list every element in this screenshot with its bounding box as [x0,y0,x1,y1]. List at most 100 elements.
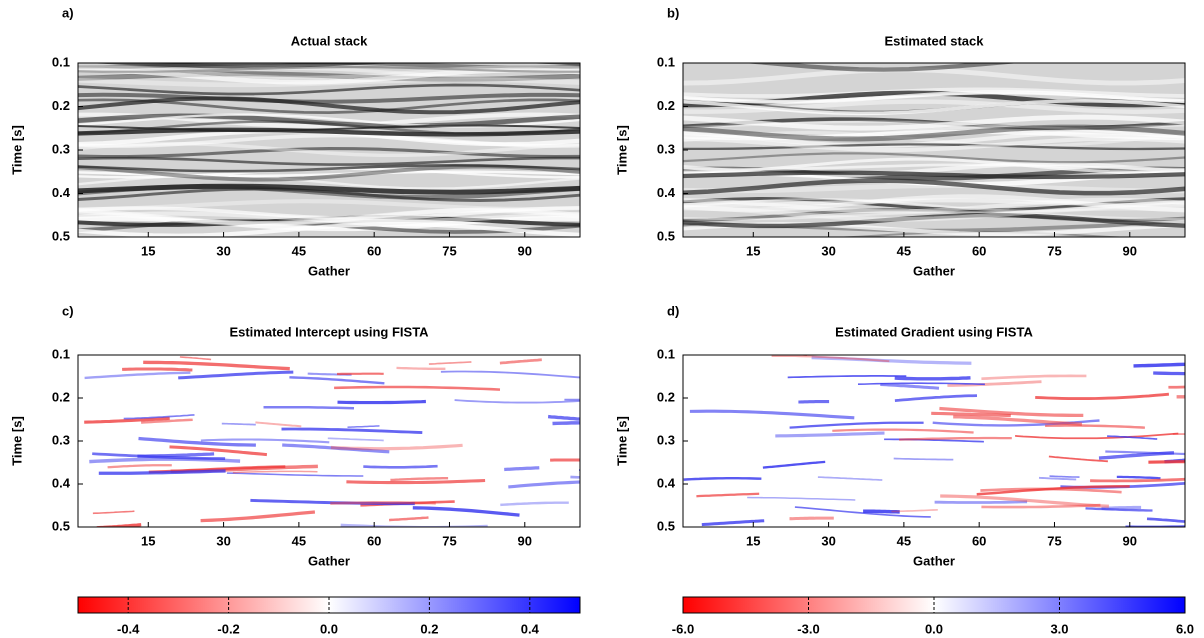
chart-title: Estimated stack [885,33,985,48]
texture [1153,371,1185,376]
texture [499,358,542,365]
x-tick-label: 30 [821,243,835,258]
texture [504,466,540,472]
texture [1038,476,1077,481]
x-tick-label: 90 [1123,243,1137,258]
x-tick-label: 90 [1123,533,1137,548]
texture [683,124,1185,142]
texture [747,496,856,501]
chart-title: Estimated Intercept using FISTA [229,324,429,339]
texture [1035,392,1170,401]
x-tick-label: 45 [292,243,306,258]
texture [281,427,423,435]
x-tick-label: 30 [216,533,230,548]
x-tick-label: 75 [442,533,456,548]
x-tick-label: 15 [746,533,760,548]
y-axis-label: Time [s] [614,416,629,466]
texture [169,445,268,457]
colorbar-tick-label: 6.0 [1176,621,1194,636]
texture [894,376,971,381]
texture [683,152,1185,164]
texture [500,501,569,507]
y-tick-label: 0.4 [657,185,676,200]
texture [508,480,580,489]
texture [78,211,580,224]
texture [743,63,1185,72]
texture [232,470,318,474]
image [683,63,1185,237]
x-tick-label: 90 [518,243,532,258]
texture [78,127,580,137]
x-axis-label: Gather [308,553,350,568]
colorbar-tick-label: 3.0 [1050,621,1068,636]
texture [178,370,294,380]
texture [696,492,760,498]
y-tick-label: 0.2 [657,98,675,113]
texture [939,406,1084,418]
texture [347,425,380,428]
texture [337,399,426,405]
x-axis-label: Gather [913,553,955,568]
texture [89,457,241,464]
y-tick-label: 0.5 [52,518,70,533]
texture [683,125,1185,139]
y-tick-label: 0.3 [657,141,675,156]
x-tick-label: 15 [141,243,155,258]
texture [771,355,890,363]
texture [857,382,985,386]
panel-label: d) [667,303,679,318]
texture [428,361,472,365]
texture [78,92,580,104]
x-tick-label: 60 [367,533,381,548]
x-tick-label: 90 [518,533,532,548]
texture [78,83,580,96]
texture [863,509,900,514]
texture [1116,475,1161,480]
texture [792,355,808,356]
image [78,63,580,237]
texture [811,355,972,365]
texture [1133,362,1185,368]
texture [255,421,302,428]
texture [981,374,1087,381]
x-axis-label: Gather [913,263,955,278]
texture [683,198,1185,207]
y-tick-label: 0.5 [52,228,70,243]
texture [832,428,974,434]
colorbar-tick-label: -3.0 [797,621,819,636]
colorbar-tick-label: 0.2 [420,621,438,636]
texture [84,63,580,69]
texture [931,411,1011,418]
y-tick-label: 0.4 [657,475,676,490]
chart-title: Actual stack [291,33,368,48]
texture [1107,435,1158,440]
colorbar-tick-label: 0.0 [925,621,943,636]
texture [363,464,438,469]
texture [683,98,1185,116]
texture [934,500,1028,504]
y-axis-label: Time [s] [9,125,24,175]
texture [84,416,170,424]
texture [390,477,449,482]
texture [683,476,762,481]
texture [92,510,135,515]
texture [1146,517,1185,523]
y-tick-label: 0.2 [52,389,70,404]
texture [84,371,191,380]
x-tick-label: 30 [216,243,230,258]
y-tick-label: 0.4 [52,185,71,200]
x-tick-label: 45 [897,243,911,258]
texture [683,120,1185,129]
image [683,355,1185,527]
texture [454,399,580,404]
y-tick-label: 0.3 [52,432,70,447]
texture [552,421,580,426]
texture [78,170,580,178]
x-tick-label: 60 [367,243,381,258]
texture [683,197,1185,213]
texture [789,516,834,521]
texture [683,143,1185,151]
texture [78,64,580,80]
texture [1048,455,1108,463]
